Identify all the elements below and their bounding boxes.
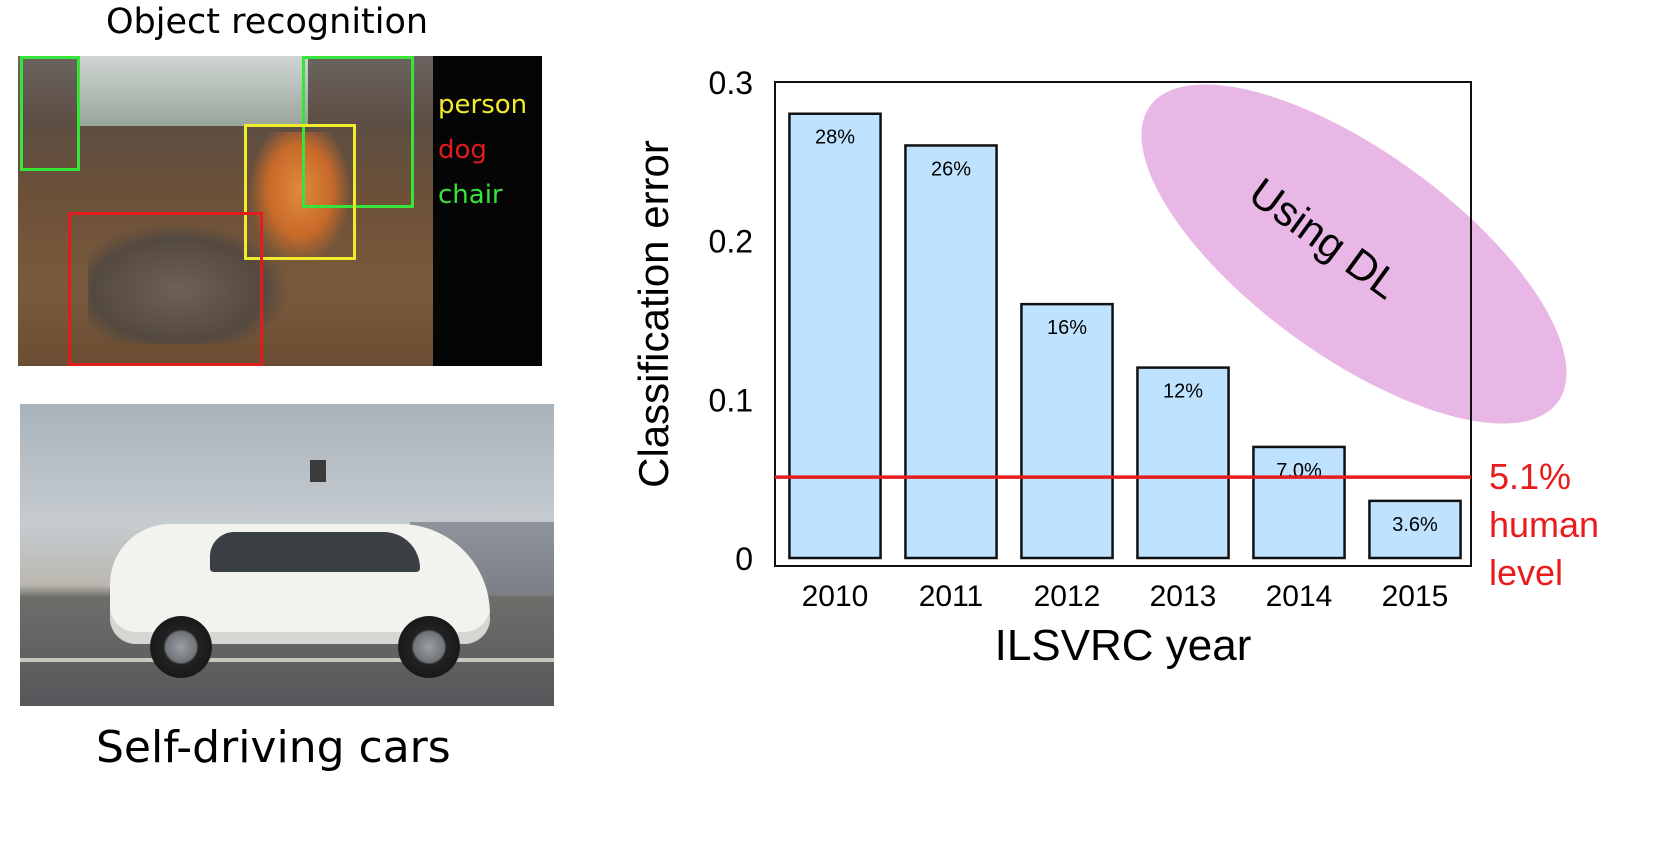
self-driving-car-photo: [20, 404, 554, 706]
self-driving-caption: Self-driving cars: [96, 722, 451, 773]
x-tick-label: 2011: [919, 580, 984, 613]
bar-value-label: 3.6%: [1392, 514, 1438, 536]
x-tick-label: 2012: [1034, 580, 1101, 613]
background-window: [78, 56, 308, 126]
bar-value-label: 28%: [815, 127, 855, 149]
object-recognition-photo: person dog chair: [18, 56, 542, 366]
y-axis-label: Classification error: [630, 140, 677, 488]
person-image: [250, 132, 350, 262]
bar-2012: [1020, 302, 1114, 560]
roof-sensor: [310, 460, 326, 482]
bar-2014: [1252, 445, 1346, 560]
x-tick-label: 2010: [802, 580, 869, 613]
y-tick-label: 0: [735, 541, 753, 577]
dog-label: dog: [438, 135, 487, 165]
bar-2013: [1136, 366, 1230, 560]
dog-bounding-box: [68, 212, 263, 366]
x-axis-label: ILSVRC year: [995, 621, 1252, 670]
person-bounding-box: [244, 124, 356, 260]
bar-2010: [788, 112, 882, 560]
car-windows: [210, 532, 420, 572]
human-level-label: level: [1489, 552, 1563, 593]
dark-panel: [433, 56, 542, 366]
front-wheel: [150, 616, 212, 678]
object-recognition-caption: Object recognition: [106, 2, 429, 42]
bar-value-label: 16%: [1047, 317, 1087, 339]
x-tick-label: 2014: [1266, 580, 1333, 613]
bar-2015: [1368, 499, 1462, 560]
y-tick-label: 0.2: [709, 224, 753, 260]
y-tick-label: 0.3: [709, 65, 753, 101]
classification-error-chart: 28% 26% 16% 12% 7.0% 3.6% 0 0.1 0.2 0.3 2010 2011…: [620, 40, 1676, 685]
x-tick-label: 2015: [1382, 580, 1449, 613]
x-tick-label: 2013: [1150, 580, 1217, 613]
bar-value-label: 26%: [931, 158, 971, 180]
bar-2011: [904, 144, 998, 560]
chart-svg: 28%26%16%12%7.0%3.6% 00.10.20.3 2010 2011…: [630, 65, 1599, 670]
rear-wheel: [398, 616, 460, 678]
using-dl-ellipse: [1141, 84, 1567, 424]
plot-frame: [774, 81, 1472, 567]
human-level-label: human: [1489, 504, 1599, 545]
person-label: person: [438, 90, 528, 120]
road-line: [20, 658, 554, 662]
y-tick-label: 0.1: [709, 382, 753, 418]
chair-label: chair: [438, 180, 503, 210]
bar-value-label: 12%: [1163, 381, 1203, 403]
human-level-label: 5.1%: [1489, 456, 1571, 497]
chair-bounding-box: [20, 56, 80, 171]
chair-bounding-box: [302, 56, 414, 208]
